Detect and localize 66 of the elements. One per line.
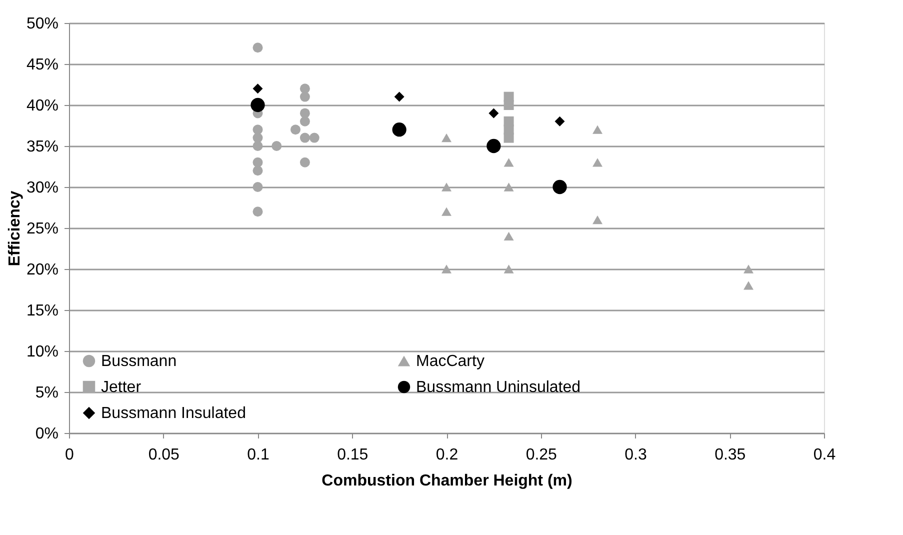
point [272,141,282,151]
point [290,124,300,135]
point [504,264,514,274]
point [252,157,263,168]
point [300,84,310,94]
y-tick-label: 5% [35,384,58,402]
point [300,92,310,102]
point [394,92,404,102]
x-tick-label: 0.35 [714,446,746,464]
point [744,264,754,274]
x-tick-label: 0.25 [526,446,558,464]
y-tick-label: 30% [26,180,58,196]
y-axis-title: Efficiency [6,190,24,266]
point [592,158,602,167]
point [300,132,310,143]
y-tick-label: 0% [35,426,58,442]
x-tick-label: 0 [65,446,74,464]
point [504,132,514,143]
point [442,264,452,274]
x-tick-label: 0.05 [148,446,180,464]
point [554,116,565,126]
point [488,108,499,118]
x-tick-label: 0.3 [624,446,647,464]
point [252,132,263,143]
point [504,182,514,192]
point [300,108,310,118]
point [504,232,514,241]
point [592,215,602,224]
y-tick-label: 40% [26,98,58,114]
point [486,138,501,154]
x-axis-title: Combustion Chamber Height (m) [322,472,572,490]
point [442,182,452,192]
y-tick-label: 35% [26,138,58,156]
point [592,125,602,134]
point [300,157,310,168]
x-tick-label: 0.15 [337,446,368,464]
x-tick-label: 0.1 [247,446,270,464]
point [309,132,320,143]
point [252,141,263,151]
point [442,207,452,216]
point [300,116,310,126]
y-tick-label: 15% [26,302,58,320]
point [250,98,265,112]
legend-label: Bussmann Uninsulated [416,379,581,396]
legend-label: Bussmann Insulated [101,405,246,422]
y-tick-label: 25% [26,220,58,238]
x-tick-label: 0.4 [813,446,836,464]
y-tick-label: 20% [26,262,58,278]
point [252,84,263,94]
point [252,42,263,53]
legend-label: Jetter [101,379,142,396]
legend-label: MacCarty [416,353,484,370]
point [252,182,263,192]
point [744,281,754,290]
point [552,180,567,194]
y-tick-label: 50% [26,16,58,32]
point [442,133,452,142]
point [504,158,514,167]
point [252,206,263,217]
point [392,122,406,137]
x-tick-label: 0.2 [436,446,458,464]
legend-label: Bussmann [101,353,177,370]
y-tick-label: 45% [26,56,58,74]
y-tick-label: 10% [26,344,58,360]
point [252,166,263,176]
point [504,100,514,110]
